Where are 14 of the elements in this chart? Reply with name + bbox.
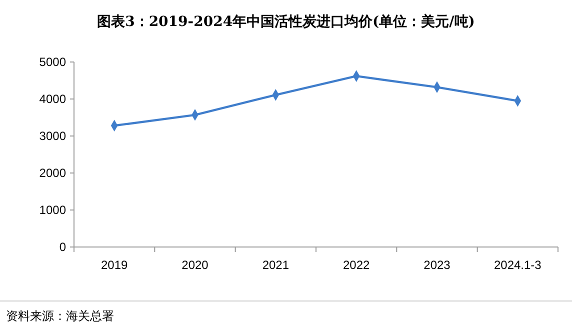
x-tick-label: 2019 — [100, 258, 128, 272]
x-tick-label: 2024.1-3 — [494, 258, 542, 272]
x-tick-label: 2022 — [342, 258, 370, 272]
x-tick-label: 2021 — [262, 258, 290, 272]
y-tick-label: 3000 — [39, 129, 66, 144]
y-tick-label: 1000 — [39, 203, 66, 218]
y-tick-label: 2000 — [39, 166, 66, 180]
chart-title: 图表3：2019-2024年中国活性炭进口均价(单位：美元/吨) — [97, 13, 475, 30]
x-tick-label: 2020 — [182, 258, 209, 272]
y-tick-label: 0 — [59, 240, 66, 254]
text: 资料来源：海关总署 — [6, 309, 114, 323]
x-tick-label: 2023 — [424, 258, 451, 272]
y-tick-label: 4000 — [39, 92, 66, 106]
y-tick-label: 5000 — [39, 55, 66, 70]
